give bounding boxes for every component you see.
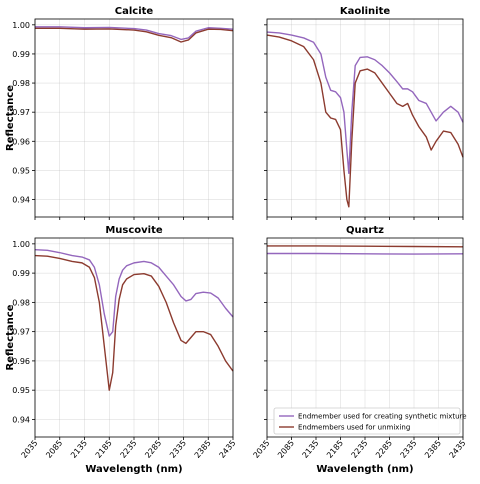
x-tick-label: 2085 — [44, 439, 64, 460]
y-tick-label: 0.96 — [12, 357, 30, 366]
x-tick-label: 2385 — [423, 439, 443, 460]
x-tick-label: 2285 — [374, 439, 394, 460]
x-axis-label: Wavelength (nm) — [316, 464, 413, 475]
series-line-0 — [35, 26, 234, 41]
panel-title: Muscovite — [105, 225, 163, 236]
series-line-0 — [267, 252, 464, 255]
y-tick-label: 0.97 — [12, 108, 30, 117]
x-tick-label: 2185 — [325, 439, 345, 460]
series-line-1 — [266, 34, 464, 208]
y-tick-label: 0.98 — [12, 298, 30, 307]
panel-title: Calcite — [115, 6, 154, 17]
x-tick-label: 2235 — [350, 439, 370, 460]
x-axis-label: Wavelength (nm) — [85, 464, 182, 475]
y-tick-label: 0.95 — [12, 166, 30, 175]
x-tick-label: 2035 — [252, 439, 272, 460]
legend-box — [273, 407, 461, 435]
panel-title: Quartz — [346, 225, 384, 236]
x-tick-label: 2035 — [20, 439, 40, 460]
x-tick-label: 2435 — [448, 439, 468, 460]
legend: Endmember used for creating synthetic mi… — [273, 407, 467, 435]
x-tick-label: 2085 — [276, 439, 296, 460]
y-tick-label: 0.98 — [12, 79, 30, 88]
series-line-1 — [267, 245, 464, 248]
legend-label: Endmembers used for unmixing — [298, 424, 410, 432]
panel-1: Kaolinite — [264, 6, 464, 220]
panel-3: 2035 2085 2135 2185 2235 2285 2335 2385 2435 Quar… — [252, 225, 468, 475]
y-tick-label: 1.00 — [12, 240, 30, 249]
y-tick-label: 0.95 — [12, 386, 30, 395]
y-tick-label: 0.99 — [12, 50, 30, 59]
y-tick-label: 0.94 — [12, 415, 30, 424]
x-tick-label: 2135 — [69, 439, 89, 460]
panel-0: 0.94 0.95 0.96 0.97 0.98 0.99 1.00 Calcite Refle… — [5, 6, 234, 220]
panel-2: 2035 2085 2135 2185 2235 2285 2335 2385 2435 0.94… — [5, 225, 238, 475]
series-line-1 — [35, 27, 234, 43]
x-tick-label: 2185 — [94, 439, 114, 460]
y-tick-label: 0.97 — [12, 328, 30, 337]
y-tick-label: 0.94 — [12, 196, 30, 205]
x-tick-label: 2435 — [218, 439, 238, 460]
y-tick-label: 1.00 — [12, 21, 30, 30]
series-line-0 — [266, 31, 464, 175]
legend-label: Endmember used for creating synthetic mi… — [298, 413, 467, 421]
series-line-1 — [34, 254, 234, 391]
x-tick-label: 2135 — [301, 439, 321, 460]
x-tick-label: 2385 — [193, 439, 213, 460]
y-tick-label: 0.96 — [12, 137, 30, 146]
x-tick-label: 2335 — [168, 439, 188, 460]
y-axis-label: Reflectance — [5, 304, 16, 370]
x-tick-label: 2335 — [399, 439, 419, 460]
series-line-0 — [34, 249, 234, 337]
y-axis-label: Reflectance — [5, 85, 16, 151]
x-tick-label: 2235 — [119, 439, 139, 460]
x-tick-label: 2285 — [143, 439, 163, 460]
y-tick-label: 0.99 — [12, 269, 30, 278]
panel-title: Kaolinite — [340, 6, 391, 17]
